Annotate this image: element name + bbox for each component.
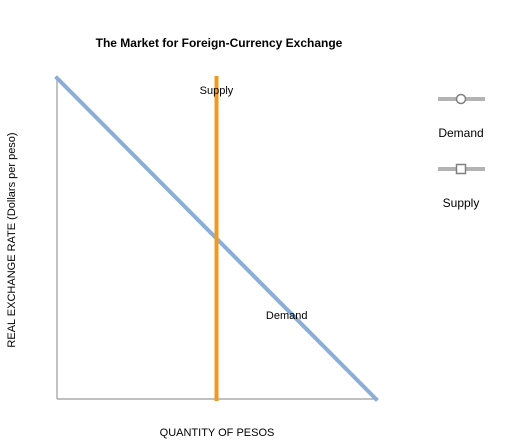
plot-area: Demand Supply [54,75,379,402]
curve-label-layer: Demand Supply [200,85,308,322]
legend-square-marker-icon [455,163,467,175]
legend: Demand Supply [438,93,485,211]
supply-curve-label: Supply [200,85,234,97]
series-layer [54,75,379,402]
demand-curve-label: Demand [266,310,308,322]
legend-item-supply[interactable]: Supply [438,163,485,211]
x-axis-label: QUANTITY OF PESOS [160,427,275,439]
legend-label-supply: Supply [443,196,480,210]
legend-circle-marker-icon [455,93,467,105]
chart-title: The Market for Foreign-Currency Exchange [96,36,343,50]
legend-item-demand[interactable]: Demand [438,93,485,141]
legend-label-demand: Demand [438,126,483,140]
y-axis-label: REAL EXCHANGE RATE (Dollars per peso) [6,132,18,347]
